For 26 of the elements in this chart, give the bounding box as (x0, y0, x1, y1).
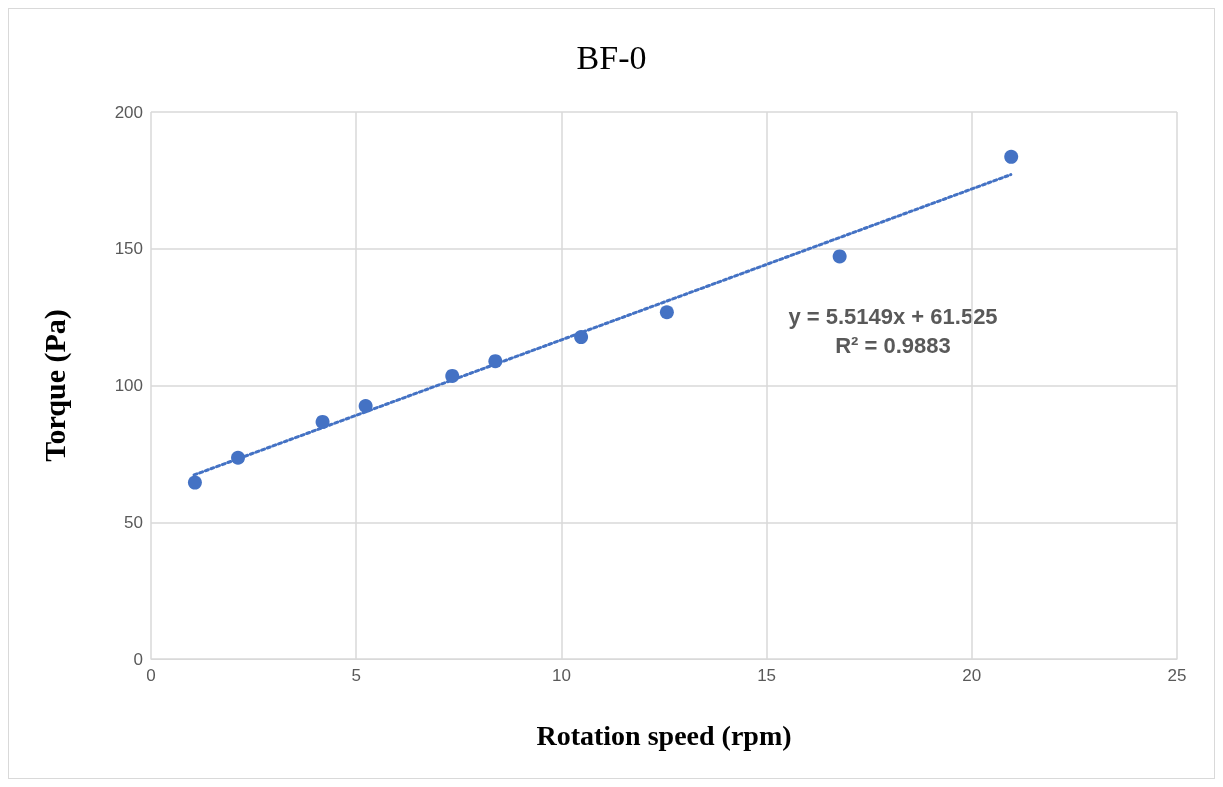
annotation: y = 5.5149x + 61.525 (788, 303, 998, 329)
point (832, 249, 847, 264)
point (488, 354, 503, 369)
x-tick-label: 10 (551, 666, 571, 685)
annotation: R² = 0.9883 (835, 332, 951, 358)
point (187, 475, 202, 490)
point (574, 330, 589, 345)
y-tick-label: 50 (124, 512, 143, 532)
x-tick-label: 25 (1167, 666, 1187, 685)
point (231, 450, 245, 465)
y-tick-label: 200 (114, 102, 143, 122)
y-axis-title: Torque (Pa) (37, 309, 72, 462)
point (445, 368, 460, 383)
y-tick-label: 0 (133, 649, 143, 669)
point (1004, 149, 1019, 164)
point (358, 399, 373, 414)
x-tick-label: 20 (962, 666, 982, 685)
x-axis-title: Rotation speed (rpm) (536, 719, 792, 751)
point (659, 305, 674, 320)
x-tick-label: 5 (351, 666, 361, 685)
x-tick-label: 0 (146, 666, 156, 685)
point (315, 414, 330, 429)
chart-title: BF-0 (576, 38, 647, 76)
x-tick-label: 15 (757, 666, 777, 685)
y-tick-label: 100 (114, 376, 143, 395)
y-tick-label: 150 (114, 239, 143, 259)
